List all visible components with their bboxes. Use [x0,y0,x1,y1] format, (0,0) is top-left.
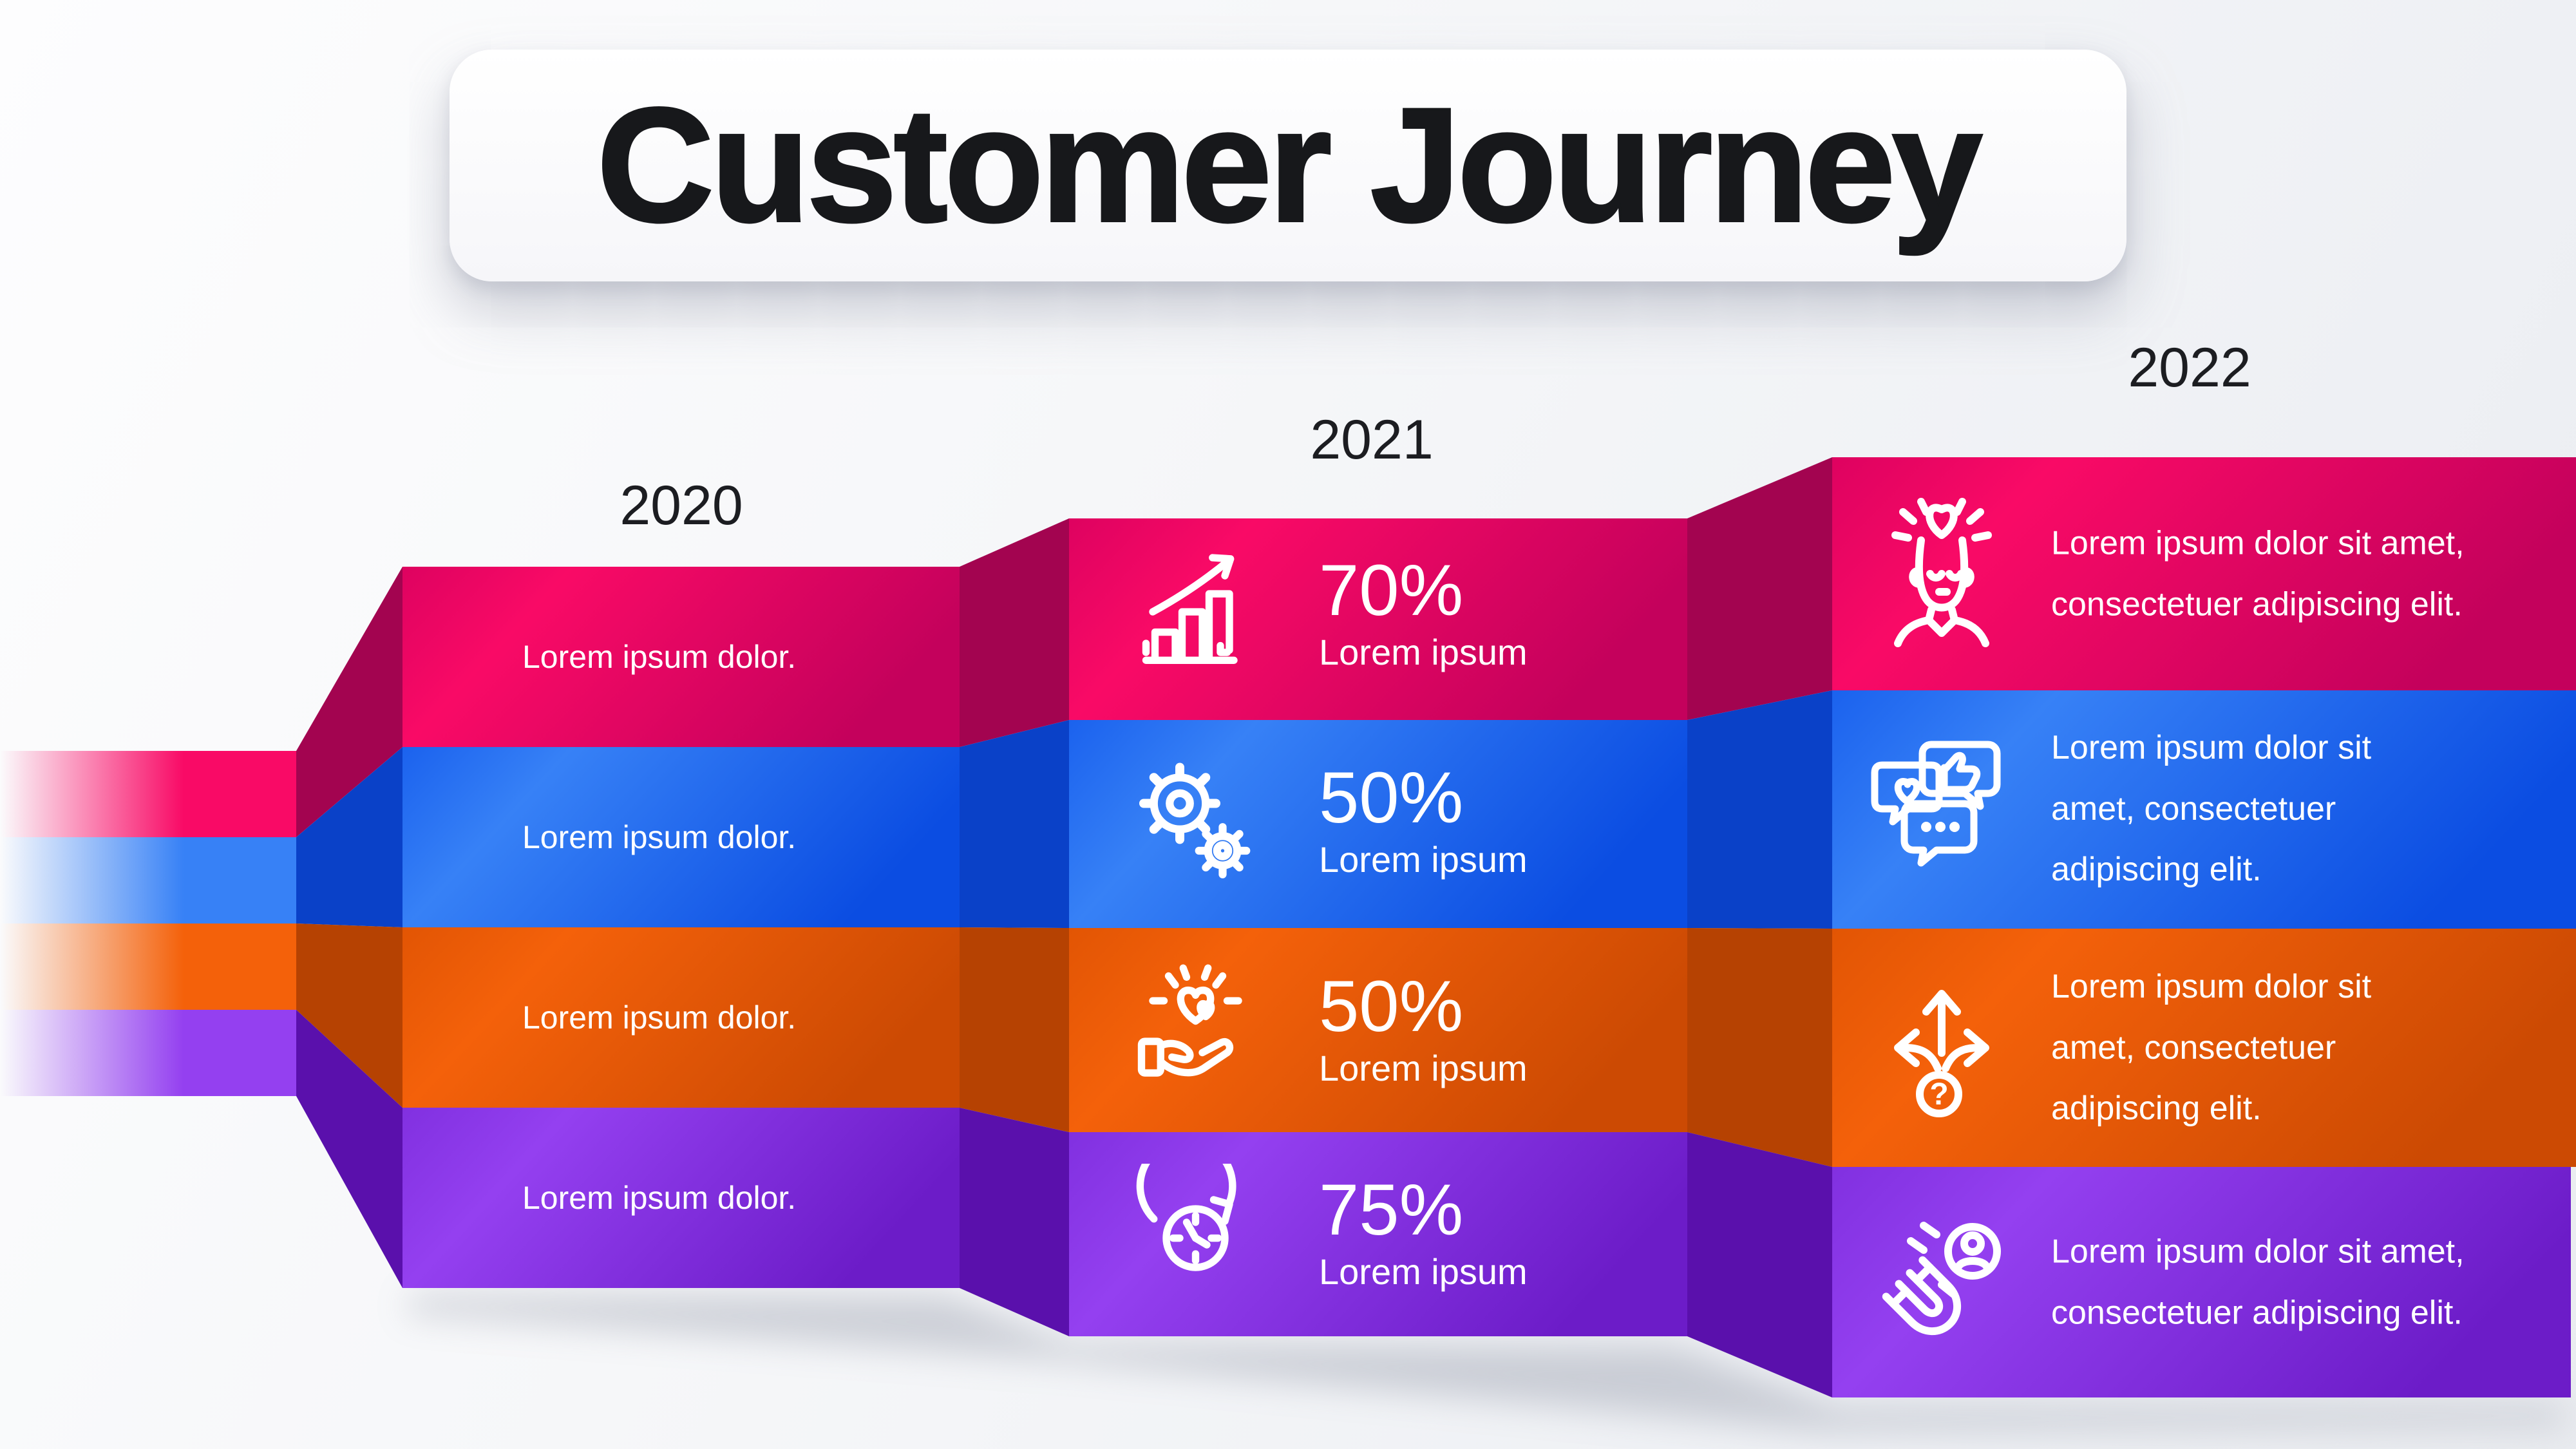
row2-tail [0,837,296,923]
magnet-person-icon [1864,1205,2019,1359]
row4-fold-c [1687,1132,1832,1397]
row3-2022-text: Lorem ipsum dolor sit amet, consectetuer… [2051,968,2372,1128]
row4-2020-label: Lorem ipsum dolor. [522,1180,797,1216]
row1-band-2020 [402,567,960,747]
row4-band-2022 [1832,1167,2571,1397]
heart-in-hand-icon [1130,960,1265,1095]
row3-fold-b [960,927,1069,1132]
row3-2021-label: Lorem ipsum [1319,1048,1528,1089]
row2-2021-stat: 50% Lorem ipsum [1319,761,1528,880]
row2-fold-a [296,747,402,927]
row1-2020-label: Lorem ipsum dolor. [522,639,797,675]
ribbon-drop-shadow [406,1294,2563,1431]
row3-fold-a [296,923,402,1108]
row3-2020-label: Lorem ipsum dolor. [522,999,797,1036]
title-card: Customer Journey [450,50,2126,281]
row2-2022-text: Lorem ipsum dolor sit amet, consectetuer… [2051,729,2372,889]
row2-band-2022 [1832,690,2576,929]
row1-fold-b [960,518,1069,747]
row4-2021-label: Lorem ipsum [1319,1251,1528,1293]
row1-2022-text: Lorem ipsum dolor sit amet, consectetuer… [2051,524,2465,623]
year-label-2021: 2021 [1310,409,1434,471]
row3-tail [0,923,296,1010]
year-label-2020: 2020 [620,475,743,536]
row4-band-2021 [1069,1132,1687,1336]
row1-tail [0,751,296,837]
row4-fold-b [960,1108,1069,1336]
row1-2021-label: Lorem ipsum [1319,632,1528,673]
year-label-2022: 2022 [2128,337,2251,399]
gears-icon [1130,752,1265,887]
clock-rotate-icon [1130,1164,1265,1299]
row1-band-2022 [1832,457,2576,690]
row4-2022-text: Lorem ipsum dolor sit amet, consectetuer… [2051,1233,2465,1331]
row3-band-2022 [1832,929,2576,1167]
row4-fold-a [296,1010,402,1288]
mindful-person-icon [1864,497,2019,651]
row2-2021-value: 50% [1319,757,1464,838]
growth-chart-icon [1130,544,1265,679]
row4-band-2020 [402,1108,960,1288]
feedback-bubbles-icon [1864,732,2019,886]
row3-2021-value: 50% [1319,966,1464,1047]
row4-2021-value: 75% [1319,1170,1464,1251]
page-title: Customer Journey [596,75,1984,256]
row2-band-2020 [402,747,960,927]
row1-2021-stat: 70% Lorem ipsum [1319,550,1528,673]
row1-2021-value: 70% [1319,550,1464,631]
row2-fold-b [960,720,1069,928]
directions-icon: ? [1864,971,2019,1125]
row2-fold-c [1687,690,1832,929]
row3-band-2020 [402,927,960,1108]
question-mark-glyph: ? [1929,1077,1948,1112]
row3-2021-stat: 50% Lorem ipsum [1319,966,1528,1089]
row2-2021-label: Lorem ipsum [1319,839,1528,880]
row3-fold-c [1687,928,1832,1167]
row4-tail [0,1010,296,1096]
row2-2020-label: Lorem ipsum dolor. [522,819,797,855]
row1-fold-c [1687,457,1832,720]
row4-2021-stat: 75% Lorem ipsum [1319,1173,1528,1292]
